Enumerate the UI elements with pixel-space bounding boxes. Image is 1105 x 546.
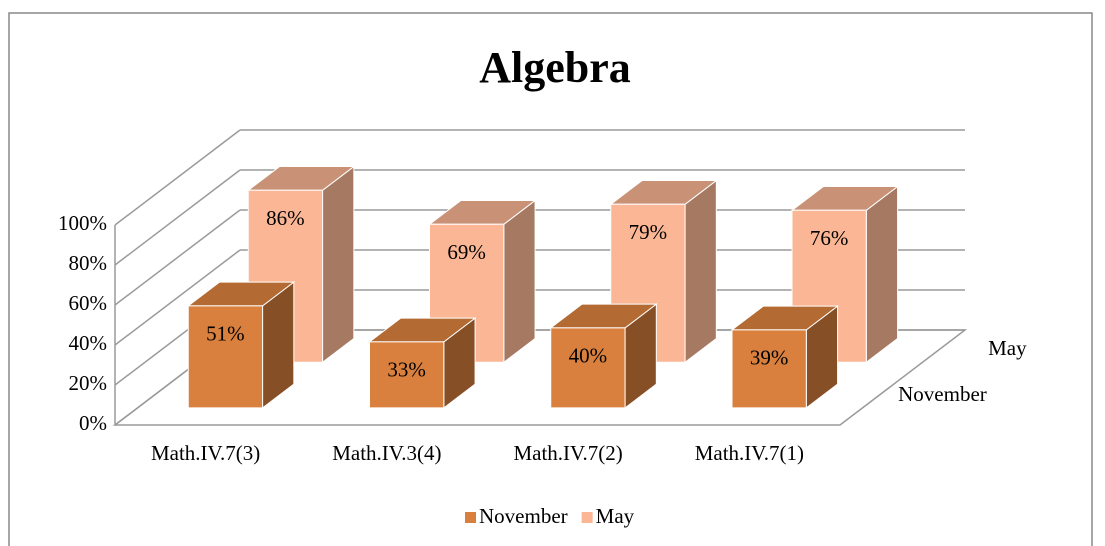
- depth-label: May: [988, 336, 1027, 360]
- value-label: 69%: [447, 240, 486, 264]
- value-label: 39%: [750, 346, 789, 370]
- legend-swatch: [465, 512, 476, 523]
- grid-line: [114, 209, 241, 306]
- y-tick-label: 100%: [58, 211, 107, 235]
- y-tick-label: 0%: [79, 411, 107, 435]
- value-label: 79%: [629, 220, 668, 244]
- x-tick-label: Math.IV.7(2): [513, 441, 622, 465]
- bar: [246, 165, 356, 364]
- x-tick-label: Math.IV.7(1): [695, 441, 804, 465]
- grid-line: [114, 249, 241, 346]
- bar: [730, 305, 840, 409]
- x-tick-label: Math.IV.3(4): [332, 441, 441, 465]
- y-tick-label: 60%: [69, 291, 108, 315]
- grid-line: [114, 169, 241, 266]
- chart-title: Algebra: [479, 43, 631, 92]
- value-label: 51%: [206, 322, 245, 346]
- y-tick-label: 40%: [69, 331, 108, 355]
- legend-label: May: [596, 504, 635, 528]
- bar-side: [503, 199, 536, 364]
- x-tick-label: Math.IV.7(3): [151, 441, 260, 465]
- bar-front: [550, 327, 626, 409]
- bar-front: [369, 341, 445, 409]
- value-label: 76%: [810, 226, 849, 250]
- bar-side: [865, 185, 899, 364]
- value-label: 40%: [569, 344, 608, 368]
- bar: [790, 185, 900, 364]
- y-tick-label: 20%: [69, 371, 108, 395]
- value-label: 86%: [266, 206, 305, 230]
- bar: [186, 281, 296, 409]
- bar-side: [684, 179, 717, 364]
- bar-front: [187, 305, 264, 409]
- legend-swatch: [581, 512, 593, 523]
- bar: [368, 317, 477, 409]
- y-tick-label: 80%: [69, 251, 108, 275]
- depth-label: November: [898, 382, 987, 406]
- bar-front: [731, 329, 807, 409]
- value-label: 33%: [387, 358, 426, 382]
- chart-frame: [8, 12, 1093, 546]
- legend-label: November: [479, 504, 568, 528]
- bar-side: [322, 165, 355, 364]
- bar: [549, 303, 658, 409]
- grid-line: [114, 129, 241, 226]
